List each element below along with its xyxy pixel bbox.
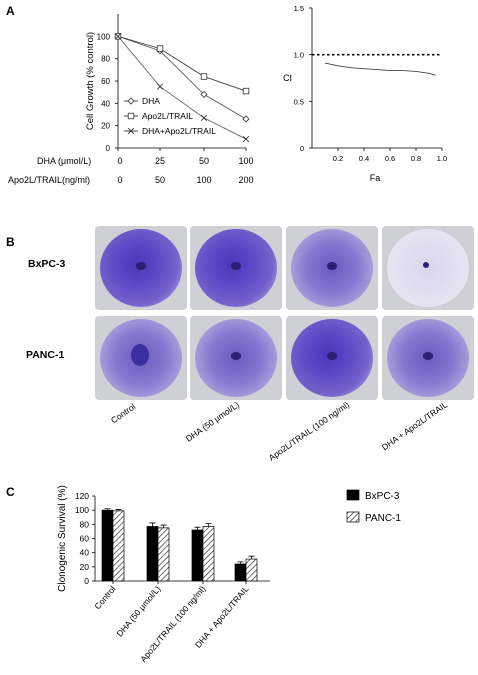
x-axis-title: Fa (370, 173, 381, 183)
column-label: DHA (50 μmol/L) (184, 399, 241, 443)
x-row-value: 100 (238, 156, 253, 166)
y-tick-label: 0 (106, 144, 111, 153)
plate-panc1-dha (190, 316, 282, 400)
data-point (242, 87, 250, 95)
bar (245, 558, 258, 582)
plate-bxpc3-combo (382, 226, 474, 310)
x-tick-label: 1.0 (437, 154, 447, 163)
plate-bxpc3-trail (286, 226, 378, 310)
column-label: Control (109, 401, 137, 425)
x-row-label: DHA (μmol/L) (37, 156, 91, 166)
x-tick-label: 0.8 (411, 154, 421, 163)
legend-label: BxPC-3 (365, 491, 400, 502)
y-tick-label: 0 (84, 576, 89, 586)
y-tick-label: 0 (300, 144, 304, 153)
x-row-value: 50 (199, 156, 209, 166)
error-bar (115, 509, 122, 511)
data-point (200, 90, 208, 98)
y-tick-label: 20 (101, 122, 110, 131)
y-tick-label: 40 (101, 99, 110, 108)
y-tick-label: 60 (101, 77, 110, 86)
x-tick-label: 0.4 (359, 154, 369, 163)
y-tick-label: 0.5 (294, 97, 304, 106)
plate-bxpc3-dha (190, 226, 282, 310)
x-tick-label: 0.6 (385, 154, 395, 163)
x-row-value: 100 (196, 175, 211, 185)
y-axis-title: Cell Growth (% control) (85, 32, 96, 130)
plate-panc1-trail (286, 316, 378, 400)
data-point (242, 115, 250, 123)
legend-marker (127, 127, 135, 135)
bar (157, 527, 170, 582)
plate-panc1-control (95, 316, 187, 400)
panel-b-label: B (6, 235, 15, 249)
data-point (156, 83, 164, 90)
error-bar (104, 508, 111, 511)
y-tick-label: 1.0 (294, 51, 304, 60)
x-tick-label: 0.2 (333, 154, 343, 163)
y-tick-label: 1.5 (294, 4, 304, 13)
y-tick-label: 80 (101, 55, 110, 64)
x-row-value: 50 (155, 175, 165, 185)
legend-label: DHA (142, 96, 160, 106)
bar (146, 526, 159, 582)
category-label: DHA (50 μmol/L) (114, 584, 162, 639)
plate-bxpc3-control (95, 226, 187, 310)
error-bar (248, 555, 255, 560)
data-point (200, 114, 208, 121)
legend-marker (127, 112, 135, 120)
bar (101, 509, 114, 582)
ci-chart: 0 0.5 1.0 1.5 0.2 0.4 0.6 0.8 1.0 CI Fa (283, 4, 447, 183)
y-tick-label: 80 (80, 519, 90, 529)
bar (191, 529, 204, 582)
legend-marker (127, 97, 135, 105)
legend-label: Apo2L/TRAIL (142, 111, 193, 121)
series-line (117, 35, 247, 120)
x-row-value: 0 (117, 175, 122, 185)
data-point (114, 33, 122, 40)
series-line (117, 36, 247, 140)
y-tick-label: 100 (97, 32, 111, 41)
y-tick-label: 20 (80, 562, 90, 572)
ci-curve (324, 62, 436, 76)
legend-swatch (346, 489, 360, 501)
x-row-label: Apo2L/TRAIL(ng/ml) (8, 175, 90, 185)
error-bar (160, 524, 167, 528)
column-label: Apo2L/TRAIL (100 ng/ml) (267, 399, 352, 462)
y-tick-label: 120 (75, 491, 89, 501)
panel-c-label: C (6, 485, 15, 499)
y-tick-label: 60 (80, 534, 90, 544)
x-row-value: 25 (155, 156, 165, 166)
legend-label: DHA+Apo2L/TRAIL (142, 126, 216, 136)
data-point (242, 135, 250, 143)
y-axis-title: CI (283, 73, 292, 83)
error-bar (149, 522, 156, 527)
category-label: Control (92, 584, 117, 612)
legend-swatch (346, 511, 360, 523)
legend-label: PANC-1 (365, 513, 401, 524)
bar (234, 563, 247, 582)
error-bar (194, 526, 201, 530)
y-tick-label: 100 (75, 505, 89, 515)
plate-panc1-combo (382, 316, 474, 400)
row-label: BxPC-3 (28, 258, 66, 270)
panel-a-label: A (6, 4, 15, 18)
data-point (200, 73, 208, 80)
y-tick-label: 40 (80, 548, 90, 558)
error-bar (237, 561, 244, 564)
clonogenic-chart: 0 20 40 60 80 100 120 Clonogenic Survival (%) Co… (57, 485, 401, 664)
bar (202, 526, 215, 582)
row-label: PANC-1 (26, 349, 64, 361)
bar (112, 510, 125, 582)
column-label: DHA + Apo2L/TRAIL (380, 399, 450, 452)
x-row-value: 0 (117, 156, 122, 166)
y-axis-title: Clonogenic Survival (%) (57, 485, 68, 592)
data-point (156, 45, 164, 52)
x-row-value: 200 (238, 175, 253, 185)
series-line (117, 35, 247, 92)
error-bar (205, 523, 212, 527)
